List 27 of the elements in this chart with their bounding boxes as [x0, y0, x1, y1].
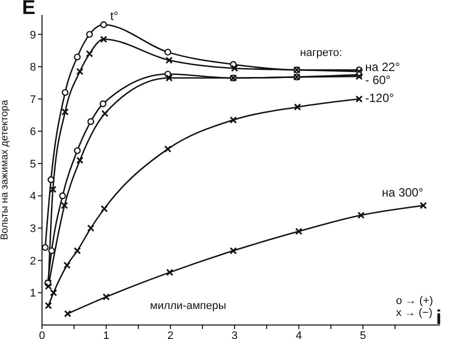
y-tick-label: 2: [30, 255, 36, 268]
x-tick-label: 5: [360, 330, 366, 339]
annotation: нагрето:: [300, 47, 342, 59]
y-tick-label: 1: [30, 288, 36, 300]
y-tick-label: 6: [30, 126, 36, 138]
x-tick-label: 4: [296, 330, 302, 339]
y-tick-label: 5: [30, 158, 36, 170]
annotation: -120°: [365, 91, 394, 106]
annotation: - 60°: [365, 72, 391, 87]
x-tick-label: 3: [232, 330, 238, 339]
text: E: [22, 0, 36, 19]
x-tick-label: 1: [103, 330, 110, 339]
y-axis-title: Вольты на зажимах детектора: [0, 100, 11, 240]
annotation: на 22°: [365, 60, 400, 74]
x-tick-label: 2: [167, 330, 174, 339]
annotation: на 300°: [382, 186, 424, 200]
annotation: i: [436, 307, 442, 329]
y-tick-label: 3: [30, 223, 36, 236]
annotation: x → (−): [396, 307, 432, 319]
y-tick-label: 9: [30, 29, 36, 42]
x-axis-title: милли-амперы: [150, 300, 226, 312]
annotation: o → (+): [396, 295, 433, 307]
y-tick-label: 8: [30, 62, 36, 74]
annotation: t°: [110, 8, 119, 23]
y-tick-label: 7: [30, 94, 36, 106]
x-tick-label: 0: [38, 330, 46, 339]
y-tick-label: 4: [30, 190, 36, 203]
